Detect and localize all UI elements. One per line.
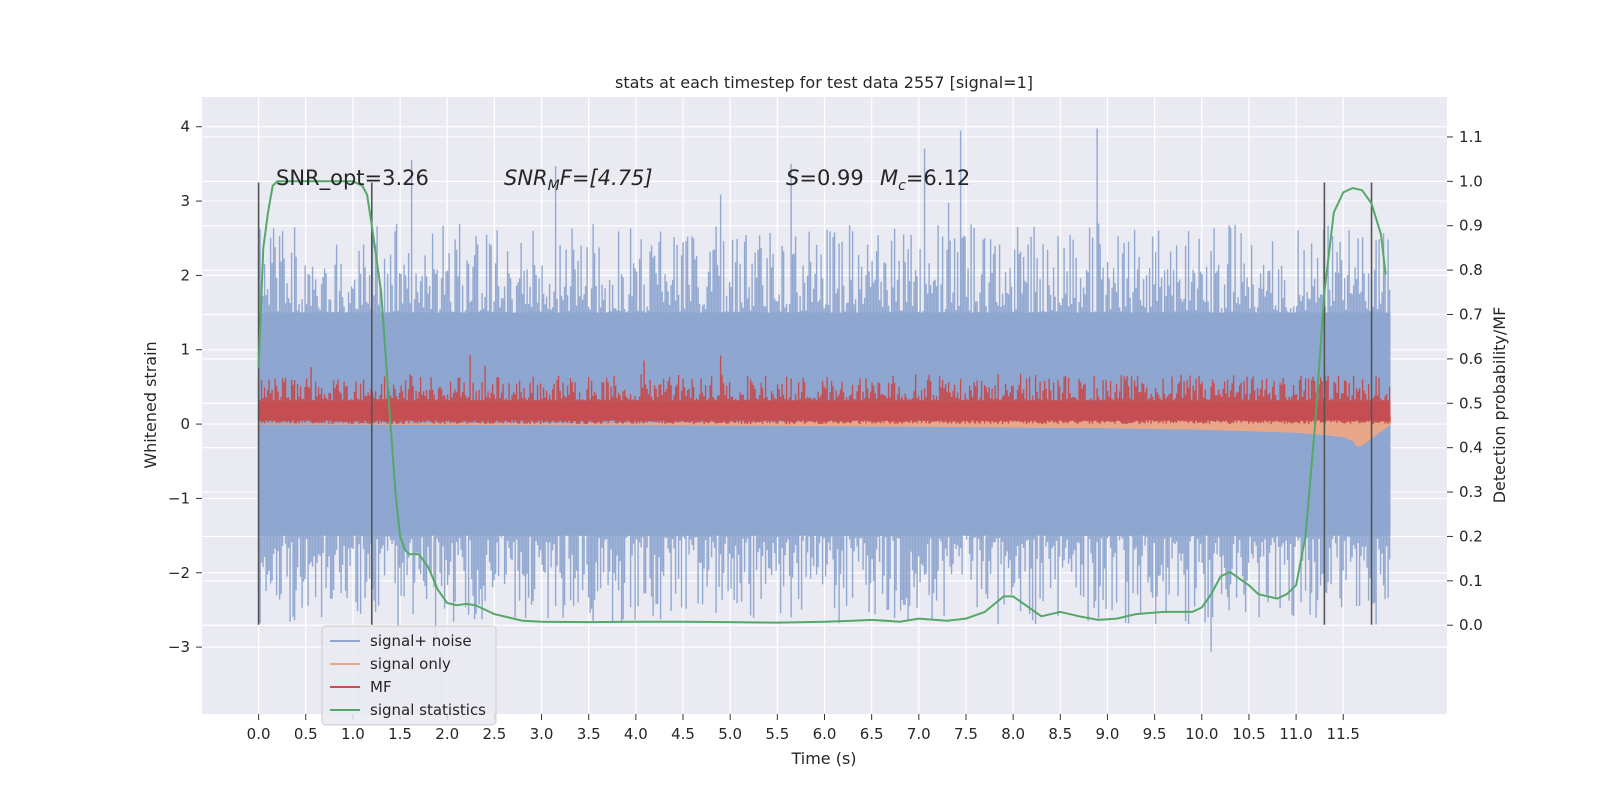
annotation-snr-mf: SNRMF=[4.75]: [504, 166, 653, 194]
y2-tick-label: 1.0: [1459, 172, 1483, 190]
annotation-snr-mf-sub: M: [548, 178, 560, 194]
x-tick-label: 0.0: [247, 725, 271, 743]
x-tick-label: 3.0: [530, 725, 554, 743]
annotation-snr-mf-tail: F=[4.75]: [560, 166, 653, 190]
legend-label-signal-statistics: signal statistics: [370, 701, 486, 719]
y2-tick-label: 1.1: [1459, 128, 1483, 146]
y2-tick-label: 0.5: [1459, 394, 1483, 412]
y2-axis-label: Detection probability/MF: [1490, 307, 1509, 504]
y2-tick-label: 0.2: [1459, 527, 1483, 545]
annotation-s: S=0.99: [786, 166, 864, 190]
y-tick-label: 3: [180, 192, 190, 210]
signal-statistics-line: [257, 180, 1387, 624]
x-tick-label: 4.5: [671, 725, 695, 743]
annotations: SNR_opt=3.26 SNRMF=[4.75] S=0.99 Mc=6.12: [276, 166, 970, 194]
annotation-s-name: S: [786, 166, 799, 190]
y-tick-label: −2: [168, 564, 190, 582]
annotation-snr-mf-name: SNR: [504, 166, 548, 190]
y2-tick-label: 0.7: [1459, 306, 1483, 324]
y2-tick-label: 0.1: [1459, 572, 1483, 590]
y-tick-label: −3: [168, 638, 190, 656]
x-tick-label: 1.0: [341, 725, 365, 743]
x-tick-label: 11.0: [1279, 725, 1312, 743]
x-tick-label: 5.5: [765, 725, 789, 743]
y-axis-label: Whitened strain: [141, 341, 160, 468]
y2-tick-label: 0.9: [1459, 217, 1483, 235]
legend-label-mf: MF: [370, 678, 392, 696]
legend-label-signal-noise: signal+ noise: [370, 632, 472, 650]
annotation-snr-opt: SNR_opt=3.26: [276, 166, 429, 191]
x-tick-label: 1.5: [388, 725, 412, 743]
annotation-mc: Mc=6.12: [880, 166, 970, 194]
x-tick-label: 7.0: [907, 725, 931, 743]
x-tick-label: 6.0: [813, 725, 837, 743]
y-tick-label: 2: [180, 266, 190, 284]
y2-tick-label: 0.6: [1459, 350, 1483, 368]
x-tick-label: 5.0: [718, 725, 742, 743]
x-tick-label: 8.5: [1048, 725, 1072, 743]
x-tick-label: 4.0: [624, 725, 648, 743]
annotation-mc-tail: =6.12: [906, 166, 970, 190]
x-tick-label: 8.0: [1001, 725, 1025, 743]
x-tick-label: 10.5: [1232, 725, 1265, 743]
x-tick-label: 6.5: [860, 725, 884, 743]
x-tick-label: 7.5: [954, 725, 978, 743]
y2-tick-label: 0.8: [1459, 261, 1483, 279]
y-tick-label: −1: [168, 489, 190, 507]
x-tick-label: 11.5: [1327, 725, 1360, 743]
y-tick-label: 0: [180, 415, 190, 433]
chart-title: stats at each timestep for test data 255…: [615, 73, 1033, 92]
legend-box: [321, 625, 497, 726]
legend: signal+ noise signal only MF signal stat…: [321, 625, 497, 726]
x-tick-label: 9.0: [1096, 725, 1120, 743]
y2-tick-label: 0.0: [1459, 616, 1483, 634]
axes-layer: 0.0 0.5 1.0 1.5 2.0 2.5 3.0 3.5 4.0 4.5 5.0 5.5 6.0 6…: [168, 118, 1483, 743]
x-tick-label: 2.0: [435, 725, 459, 743]
x-tick-label: 0.5: [294, 725, 318, 743]
x-tick-label: 3.5: [577, 725, 601, 743]
y2-tick-label: 0.4: [1459, 439, 1483, 457]
annotation-s-tail: =0.99: [799, 166, 863, 190]
y-tick-label: 1: [180, 341, 190, 359]
y-tick-label: 4: [180, 118, 190, 136]
annotation-mc-name: M: [880, 166, 898, 190]
x-tick-label: 10.0: [1185, 725, 1218, 743]
x-axis-label: Time (s): [790, 749, 856, 768]
annotation-mc-sub: c: [898, 178, 906, 194]
x-tick-label: 2.5: [482, 725, 506, 743]
series-layer: [257, 128, 1391, 652]
x-tick-label: 9.5: [1143, 725, 1167, 743]
legend-label-signal-only: signal only: [370, 655, 451, 673]
y2-tick-label: 0.3: [1459, 483, 1483, 501]
